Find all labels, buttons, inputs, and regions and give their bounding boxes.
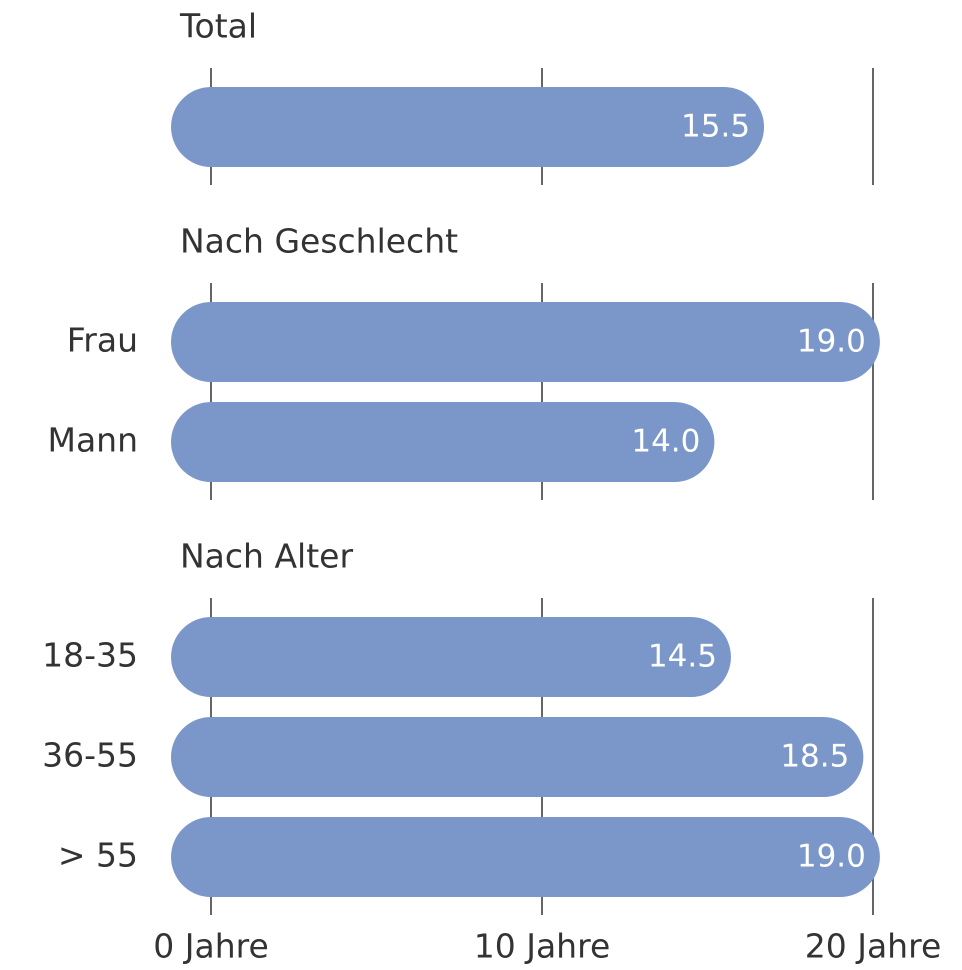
x-tick-label: 0 Jahre <box>153 927 269 966</box>
x-tick-label: 10 Jahre <box>474 927 611 966</box>
value-label: 19.0 <box>797 324 866 360</box>
category-label: Mann <box>47 421 138 460</box>
group-title: Nach Geschlecht <box>180 222 458 261</box>
category-label: 18-35 <box>42 636 138 675</box>
bar <box>171 717 864 797</box>
bar <box>171 302 880 382</box>
bar <box>171 817 880 897</box>
category-label: 36-55 <box>42 736 138 775</box>
group-title: Nach Alter <box>180 537 353 576</box>
value-label: 19.0 <box>797 839 866 875</box>
value-label: 14.0 <box>631 424 700 460</box>
bar <box>171 402 715 482</box>
category-label: > 55 <box>58 836 138 875</box>
bar <box>171 87 765 167</box>
x-tick-label: 20 Jahre <box>805 927 942 966</box>
value-label: 15.5 <box>681 109 750 145</box>
value-label: 14.5 <box>648 639 717 675</box>
group-title: Total <box>179 7 257 46</box>
category-label: Frau <box>67 321 138 360</box>
value-label: 18.5 <box>780 739 849 775</box>
bar <box>171 617 731 697</box>
